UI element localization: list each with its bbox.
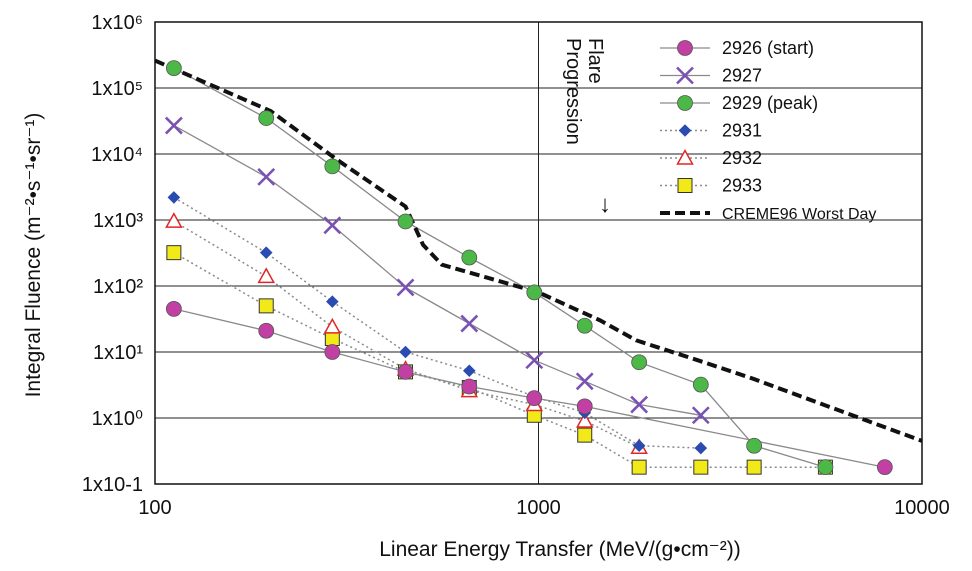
legend: 2926 (start) 2927 2929 (peak) 2931 2932 2933 C… xyxy=(660,38,876,223)
legend-marker xyxy=(677,95,693,111)
data-point xyxy=(692,376,709,393)
data-point xyxy=(258,298,274,314)
annotation-line2: Progression xyxy=(562,38,584,145)
data-point xyxy=(461,378,478,395)
marker-stroke xyxy=(164,116,183,135)
series-line xyxy=(173,252,826,468)
y-tick-label: 1x10-1 xyxy=(82,474,143,496)
legend-entry: 2932 xyxy=(722,148,762,168)
data-point xyxy=(693,459,709,475)
data-point xyxy=(258,322,275,339)
data-point xyxy=(691,406,710,425)
legend-entry: 2926 (start) xyxy=(722,38,814,58)
data-point xyxy=(630,395,649,414)
series-markers xyxy=(164,60,893,476)
x-tick-label: 100 xyxy=(138,497,171,519)
series-line xyxy=(173,308,885,468)
data-point xyxy=(399,345,412,359)
annotation-line1: Flare xyxy=(584,38,606,84)
y-tick-label: 1x10¹ xyxy=(93,342,143,364)
marker-stroke xyxy=(323,216,342,235)
data-point xyxy=(166,245,182,261)
data-point xyxy=(575,372,594,391)
data-point xyxy=(876,459,893,476)
data-point xyxy=(576,317,593,334)
flare-progression-annotation: Flare Progression ↓ xyxy=(562,38,611,218)
data-point xyxy=(525,351,544,370)
annotation-arrow-icon: ↓ xyxy=(599,191,611,218)
data-point xyxy=(324,344,341,360)
data-point xyxy=(817,459,834,476)
x-tick-label: 10000 xyxy=(894,497,950,519)
data-point xyxy=(167,191,181,204)
data-point xyxy=(397,363,414,380)
data-point xyxy=(575,411,594,428)
data-point xyxy=(577,427,593,443)
y-axis-title: Integral Fluence (m⁻²•s⁻¹•sr⁻¹) xyxy=(22,113,45,398)
data-point xyxy=(526,284,543,301)
data-point xyxy=(165,300,182,317)
data-point xyxy=(460,314,479,333)
data-point xyxy=(257,267,276,284)
marker-stroke xyxy=(396,278,415,297)
series-line xyxy=(154,58,923,443)
x-tick-label: 1000 xyxy=(516,497,561,519)
marker-stroke xyxy=(575,372,594,391)
data-point xyxy=(632,439,646,453)
y-tick-label: 1x10² xyxy=(93,276,143,298)
data-point xyxy=(576,398,593,415)
data-point xyxy=(526,390,543,407)
plot-frame xyxy=(154,21,923,485)
y-tick-label: 1x10⁶ xyxy=(91,12,143,34)
data-point xyxy=(165,212,183,228)
data-point xyxy=(396,278,415,297)
y-tick-label: 1x10⁵ xyxy=(91,78,143,100)
legend-entry: 2927 xyxy=(722,66,762,86)
data-point xyxy=(165,60,182,77)
x-tick-labels: 100 1000 10000 xyxy=(138,497,950,519)
legend-marker xyxy=(677,40,693,56)
legend-entry: 2931 xyxy=(722,121,762,141)
x-axis-title: Linear Energy Transfer (MeV/(g•cm⁻²)) xyxy=(379,538,741,561)
legend-marker xyxy=(677,178,693,193)
data-point xyxy=(324,158,341,175)
legend-entry: CREME96 Worst Day xyxy=(722,206,876,223)
data-point xyxy=(694,441,708,455)
legend-marker xyxy=(676,66,694,85)
data-point xyxy=(259,246,273,259)
marker-stroke xyxy=(630,395,649,414)
marker-stroke xyxy=(525,351,544,370)
marker-stroke xyxy=(257,167,276,186)
data-point xyxy=(323,317,342,334)
marker-stroke xyxy=(460,314,479,333)
data-point xyxy=(397,213,414,230)
data-point xyxy=(462,364,476,378)
data-point xyxy=(164,116,183,135)
data-point xyxy=(323,216,342,235)
legend-marker xyxy=(676,148,694,165)
data-point xyxy=(746,437,763,454)
data-point xyxy=(631,459,647,475)
y-tick-label: 1x10⁴ xyxy=(91,144,143,166)
data-point xyxy=(326,295,339,308)
data-point xyxy=(631,354,648,371)
series-line xyxy=(173,220,640,448)
y-tick-label: 1x10⁰ xyxy=(92,408,143,430)
data-point xyxy=(461,249,478,266)
legend-entry: 2933 xyxy=(722,176,762,196)
legend-entry: 2929 (peak) xyxy=(722,93,818,113)
data-point xyxy=(746,459,762,475)
data-point xyxy=(257,167,276,186)
data-point xyxy=(258,110,275,126)
legend-marker xyxy=(678,124,692,137)
y-tick-label: 1x10³ xyxy=(93,210,143,232)
marker-stroke xyxy=(676,66,694,85)
marker-stroke xyxy=(691,406,710,425)
y-tick-labels: 1x10-1 1x10⁰ 1x10¹ 1x10² 1x10³ 1x10⁴ 1x10⁵ 1x10… xyxy=(82,12,143,496)
